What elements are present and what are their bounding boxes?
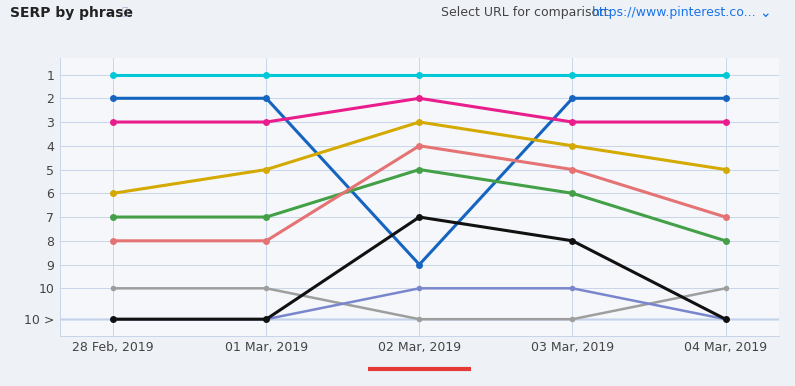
- Text: Select URL for comparison:: Select URL for comparison:: [441, 6, 611, 19]
- Text: ⌄: ⌄: [759, 6, 771, 20]
- Text: SERP by phrase: SERP by phrase: [10, 6, 133, 20]
- Text: https://www.pinterest.co...: https://www.pinterest.co...: [592, 6, 757, 19]
- Text: ⓘ: ⓘ: [122, 7, 128, 17]
